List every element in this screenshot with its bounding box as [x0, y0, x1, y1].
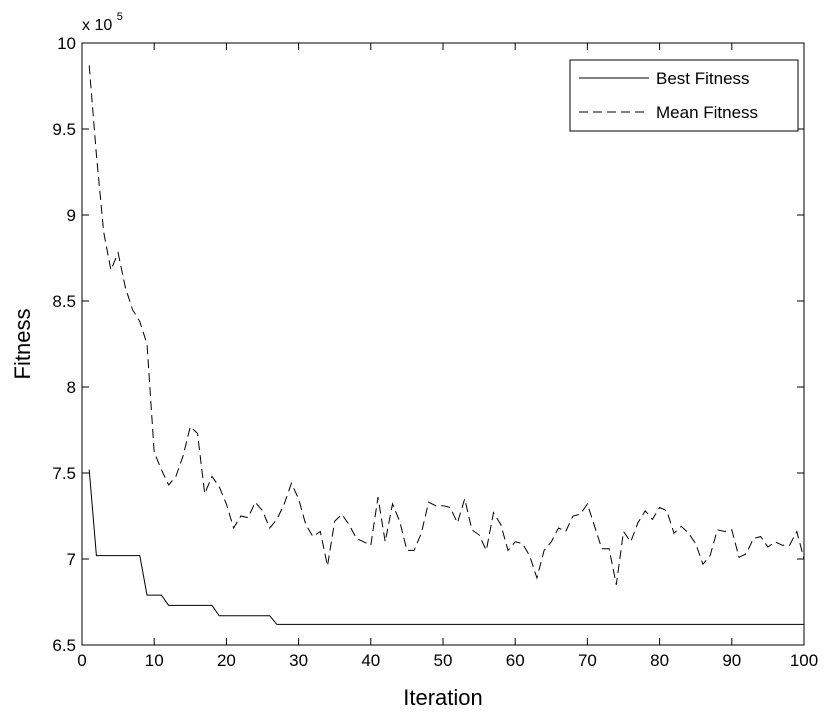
y-axis-label: Fitness: [10, 309, 35, 380]
legend-box: [569, 59, 799, 132]
y-tick-label: 9: [67, 206, 76, 225]
y-tick-label: 6.5: [52, 636, 76, 655]
y-tick-label: 10: [57, 34, 76, 53]
x-tick-label: 60: [506, 651, 525, 670]
x-tick-label: 30: [289, 651, 308, 670]
y-multiplier: x 10 5: [82, 11, 123, 34]
legend-label-mean-fitness: Mean Fitness: [656, 103, 758, 122]
y-multiplier-base: x 10: [82, 17, 112, 34]
y-tick-label: 7: [67, 550, 76, 569]
y-tick-label: 8: [67, 378, 76, 397]
legend-label-best-fitness: Best Fitness: [656, 69, 750, 88]
x-tick-label: 100: [790, 651, 818, 670]
y-tick-label: 9.5: [52, 120, 76, 139]
plot-area: [82, 43, 804, 645]
x-tick-label: 0: [77, 651, 86, 670]
plot-frame: [81, 42, 805, 646]
legend: Best Fitness Mean Fitness: [569, 59, 799, 132]
y-tick-label: 8.5: [52, 292, 76, 311]
x-tick-label: 90: [722, 651, 741, 670]
ticks-layer: 0 10 20 30 40 50 60 70 80 90 100 6.5 7 7.5 8 8.5 9 9.5 10: [52, 34, 818, 670]
x-tick-label: 50: [434, 651, 453, 670]
x-tick-label: 40: [361, 651, 380, 670]
y-multiplier-exponent: 5: [117, 11, 123, 23]
x-tick-label: 70: [578, 651, 597, 670]
series-line-mean-fitness: [88, 65, 805, 585]
series-layer: [88, 65, 805, 625]
x-tick-label: 80: [650, 651, 669, 670]
x-axis-label: Iteration: [403, 685, 483, 710]
series-line-best-fitness: [88, 469, 804, 625]
y-tick-label: 7.5: [52, 464, 76, 483]
x-tick-label: 20: [217, 651, 236, 670]
x-tick-label: 10: [145, 651, 164, 670]
